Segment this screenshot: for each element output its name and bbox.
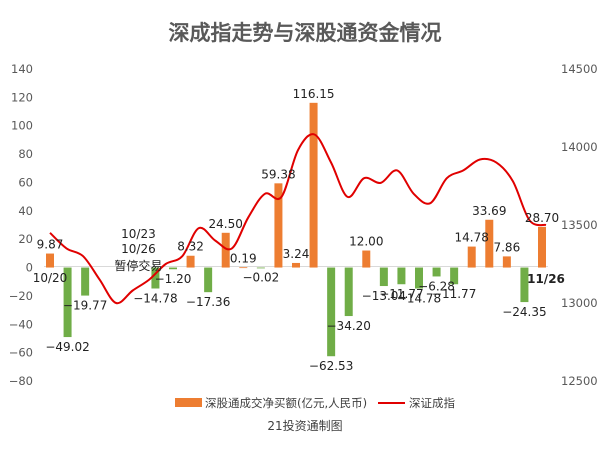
bar <box>362 250 371 268</box>
data-label: 28.70 <box>525 211 559 225</box>
left-tick-label: 80 <box>18 147 33 161</box>
bar <box>204 267 213 293</box>
bar <box>538 226 546 268</box>
data-label: −0.02 <box>242 271 279 285</box>
data-label: −14.78 <box>397 292 441 306</box>
bar <box>309 102 318 268</box>
bar <box>46 253 54 268</box>
data-labels: 9.87 −49.02 −19.77 −14.78 −1.20 8.32 −17.36 24.… <box>37 87 560 373</box>
data-label: −11.77 <box>432 287 476 301</box>
left-tick-label: −20 <box>9 289 33 303</box>
bar <box>256 267 265 269</box>
right-tick-label: 12500 <box>561 374 598 388</box>
left-tick-label: 0 <box>26 261 33 275</box>
left-tick-label: 100 <box>11 119 33 133</box>
left-tick-label: 120 <box>11 90 33 104</box>
data-label: 7.86 <box>493 240 520 254</box>
chart-title: 深成指走势与深股通资金情况 <box>169 21 442 45</box>
bar <box>63 267 72 338</box>
bar <box>502 256 511 268</box>
data-label: 8.32 <box>177 240 204 254</box>
legend: 深股通成交净买额(亿元,人民币) 深证成指 <box>175 396 455 410</box>
data-label: −11.77 <box>379 287 423 301</box>
bar <box>169 267 177 270</box>
data-label: −14.78 <box>133 292 177 306</box>
data-label: −24.35 <box>502 305 546 319</box>
data-label: 12.00 <box>349 235 383 249</box>
annotation: 10/20 <box>33 271 68 285</box>
bar <box>81 267 90 296</box>
data-label: 9.87 <box>37 238 64 252</box>
annotation: 暂停交易 <box>114 258 162 273</box>
bar <box>397 267 406 285</box>
right-axis: 14500 14000 13500 13000 12500 <box>561 62 598 388</box>
data-label: 0.19 <box>230 251 257 265</box>
legend-line-label: 深证成指 <box>409 396 455 410</box>
bar <box>432 267 441 277</box>
bar <box>327 267 336 357</box>
source-credit: 21投资通制图 <box>267 418 342 433</box>
right-tick-label: 13000 <box>561 296 598 310</box>
data-label: 116.15 <box>293 87 335 101</box>
left-tick-label: 40 <box>18 204 33 218</box>
data-label: −17.36 <box>186 295 230 309</box>
bar <box>415 267 423 289</box>
data-label: 3.24 <box>283 247 310 261</box>
data-label: −6.28 <box>418 279 455 293</box>
legend-bar-swatch <box>175 398 202 407</box>
data-label: −49.02 <box>45 340 89 354</box>
right-tick-label: 14500 <box>561 62 598 76</box>
index-line <box>49 133 547 305</box>
bar <box>379 267 388 287</box>
bar <box>467 246 476 268</box>
data-label: −19.77 <box>63 299 107 313</box>
bar <box>485 219 494 268</box>
bar <box>151 267 160 289</box>
data-label: −62.53 <box>309 359 353 373</box>
left-tick-label: −40 <box>9 317 33 331</box>
annotation: 10/23 <box>121 227 156 241</box>
bar <box>450 267 459 285</box>
right-tick-label: 13500 <box>561 218 598 232</box>
right-tick-label: 14000 <box>561 140 598 154</box>
bar <box>221 232 230 268</box>
left-tick-label: 60 <box>18 175 33 189</box>
bar <box>520 267 529 303</box>
left-tick-label: −60 <box>9 346 33 360</box>
annotation: 10/26 <box>121 242 156 256</box>
data-label: −34.20 <box>327 319 371 333</box>
bar <box>344 267 353 317</box>
legend-bar-label: 深股通成交净买额(亿元,人民币) <box>205 396 367 410</box>
data-label: −1.20 <box>155 272 192 286</box>
bar <box>186 255 195 268</box>
left-tick-label: −80 <box>9 374 33 388</box>
bar <box>274 183 283 268</box>
left-tick-label: 140 <box>11 62 33 76</box>
data-label: −13.04 <box>362 289 406 303</box>
data-label: 14.78 <box>455 231 489 245</box>
annotation: 11/26 <box>527 272 565 286</box>
bar <box>239 267 248 269</box>
data-label: 59.38 <box>261 167 295 181</box>
bar <box>292 262 300 268</box>
data-label: 33.69 <box>472 204 506 218</box>
data-label: 24.50 <box>209 217 243 231</box>
left-tick-label: 20 <box>18 232 33 246</box>
bar-series <box>46 102 546 357</box>
left-axis: 140 120 100 80 60 40 20 0 −20 −40 −60 −80 <box>9 62 33 388</box>
